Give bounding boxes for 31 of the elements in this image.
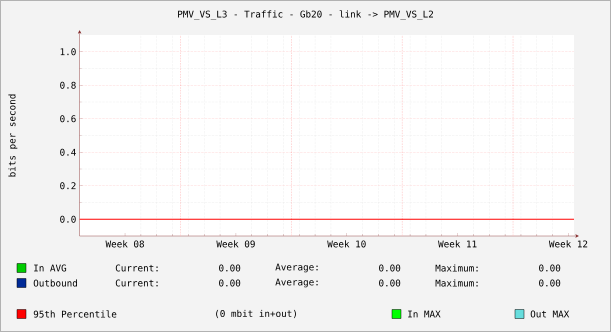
text: 0.00: [219, 264, 240, 272]
y-tick-label: 0.4: [60, 148, 76, 156]
text: Maximum:: [436, 279, 478, 287]
x-tick-label: Week 10: [327, 240, 366, 248]
text: Average:: [275, 278, 318, 288]
text: 0.00: [539, 264, 560, 272]
y-tick-label: 0.6: [60, 115, 76, 122]
y-tick-label: 1.0: [60, 48, 76, 56]
x-tick-label: Week 09: [216, 240, 255, 248]
y-tick-label: 0.2: [60, 182, 76, 190]
legend-label: Outbound: [34, 279, 77, 287]
text: 0.00: [379, 264, 400, 272]
legend-label: 95th Percentile: [34, 310, 116, 318]
y-tick-label: 0.8: [60, 82, 76, 89]
y-axis-title: bits per second: [8, 94, 18, 176]
legend-label: In MAX: [408, 310, 441, 318]
y-tick-label: 0.0: [60, 216, 76, 223]
legend-label: In AVG: [34, 264, 66, 272]
legend-label: Out MAX: [530, 310, 570, 318]
text: Average:: [275, 264, 318, 272]
text: 0.00: [219, 280, 240, 286]
text: 0.00: [539, 280, 560, 286]
text: 0.00: [379, 280, 400, 286]
text: Current:: [116, 280, 158, 286]
text: Current:: [116, 264, 158, 272]
x-tick-label: Week 11: [438, 240, 477, 248]
text: (0 mbit in+out): [216, 310, 296, 318]
chart-title: PMV_VS_L3 - Traffic - Gb20 - link -> PMV_VS_L2: [178, 10, 433, 20]
text: Maximum:: [436, 264, 478, 272]
x-tick-label: Week 08: [106, 240, 144, 248]
x-tick-label: Week 12: [548, 240, 588, 248]
